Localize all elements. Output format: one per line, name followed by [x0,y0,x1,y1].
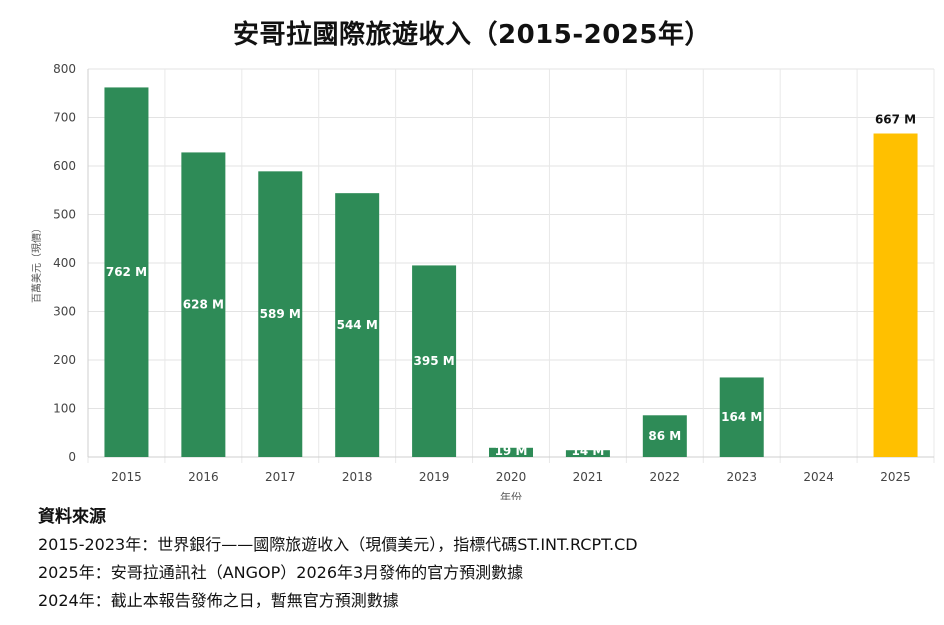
bar-value-label: 544 M [337,318,378,332]
y-tick-label: 700 [53,111,76,125]
chart-title: 安哥拉國際旅遊收入（2015-2025年） [232,20,712,50]
bar-value-label: 19 M [495,444,528,458]
y-tick-label: 500 [53,208,76,222]
x-tick-label: 2017 [265,470,296,484]
bar-value-label: 14 M [571,444,604,458]
x-tick-label: 2020 [496,470,527,484]
y-tick-label: 300 [53,305,76,319]
x-tick-label: 2023 [726,470,757,484]
bar [412,265,457,457]
bar-value-label: 86 M [648,429,681,443]
y-axis-title: 百萬美元（現價） [30,223,43,303]
bar-value-label: 667 M [875,113,916,127]
bar [181,152,226,458]
y-tick-label: 600 [53,159,76,173]
y-tick-label: 0 [68,450,76,464]
x-tick-label: 2015 [111,470,142,484]
source-line: 2024年：截止本報告發佈之日，暫無官方預測數據 [38,591,399,610]
x-tick-label: 2022 [650,470,681,484]
x-tick-label: 2019 [419,470,450,484]
y-tick-label: 800 [53,62,76,76]
bar [335,193,380,457]
bar [104,87,149,458]
x-tick-label: 2018 [342,470,373,484]
bar-value-label: 762 M [106,265,147,279]
source-line: 2025年：安哥拉通訊社（ANGOP）2026年3月發佈的官方預測數據 [38,563,524,582]
y-tick-label: 400 [53,256,76,270]
bar-value-label: 164 M [721,410,762,424]
y-tick-label: 100 [53,402,76,416]
bar [565,450,610,457]
source-heading: 資料來源 [38,507,106,527]
x-tick-label: 2025 [880,470,911,484]
bar [719,377,764,457]
bar-value-label: 589 M [260,307,301,321]
x-axis-title: 年份 [500,490,522,500]
bar [642,415,687,457]
source-notes: 資料來源 2015-2023年：世界銀行——國際旅遊收入（現價美元），指標代碼S… [38,503,638,615]
bar-chart: 0 100 200 300 400 500 600 700 800 2015 762 M 2016 62… [30,62,935,500]
bar [873,133,918,457]
bar-value-label: 395 M [414,354,455,368]
x-tick-label: 2021 [573,470,604,484]
x-tick-label: 2024 [803,470,834,484]
source-line: 2015-2023年：世界銀行——國際旅遊收入（現價美元），指標代碼ST.INT… [38,535,638,554]
y-tick-label: 200 [53,353,76,367]
bar-value-label: 628 M [183,298,224,312]
bar [258,171,303,457]
x-tick-label: 2016 [188,470,219,484]
bar [489,447,533,457]
